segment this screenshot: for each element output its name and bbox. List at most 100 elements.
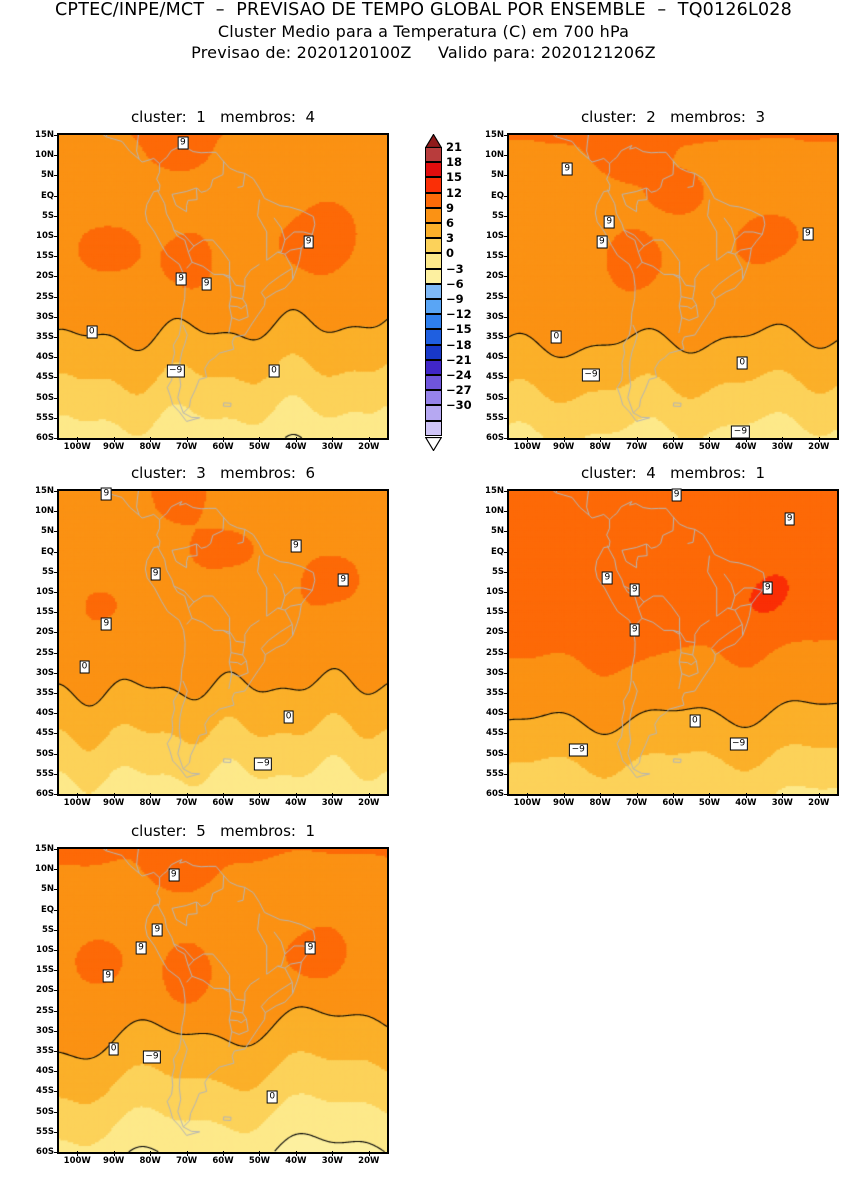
- y-axis-tick: [54, 1071, 59, 1073]
- y-axis-tick: [54, 794, 59, 795]
- y-axis-label: 55S: [486, 768, 504, 779]
- y-axis-label: 5S: [491, 566, 504, 577]
- y-axis-label: 10S: [486, 231, 504, 241]
- x-axis-tick: [295, 437, 297, 442]
- y-axis-label: 25S: [486, 647, 504, 658]
- y-axis-tick: [54, 1111, 59, 1113]
- y-axis-tick: [54, 970, 59, 972]
- x-axis-label: 60W: [212, 1156, 234, 1166]
- x-axis-tick: [223, 437, 224, 442]
- y-axis-tick: [504, 652, 509, 654]
- x-axis-tick: [368, 793, 370, 798]
- colorbar-tick-label: −30: [446, 398, 472, 413]
- y-axis-tick: [54, 397, 59, 399]
- y-axis-tick: [54, 316, 59, 318]
- y-axis-label: 35S: [486, 332, 504, 342]
- y-axis-tick: [54, 733, 59, 735]
- colorbar-tick-label: 12: [446, 185, 463, 200]
- y-axis-label: 60S: [36, 789, 54, 799]
- x-axis-label: 30W: [771, 442, 793, 452]
- contour-label: −9: [142, 1050, 162, 1064]
- y-axis-tick: [504, 571, 509, 573]
- y-axis-tick: [504, 195, 509, 197]
- colorbar-tick-label: 15: [446, 170, 463, 185]
- y-axis-tick: [504, 773, 509, 775]
- y-axis-label: 30S: [36, 667, 54, 678]
- colorbar-tick-label: −27: [446, 383, 472, 398]
- map-plot-cluster-2: [507, 133, 839, 440]
- y-axis-label: 45S: [486, 372, 504, 383]
- y-axis-tick: [504, 296, 509, 298]
- x-axis-label: 60W: [212, 798, 234, 808]
- colorbar-swatch: [425, 344, 442, 360]
- x-axis-tick: [332, 437, 334, 442]
- temperature-field-canvas: [509, 135, 837, 438]
- x-axis-tick: [186, 1151, 188, 1156]
- x-axis-tick: [745, 793, 747, 798]
- y-axis-label: 20S: [486, 627, 504, 638]
- y-axis-label: 10S: [36, 587, 54, 597]
- header-line-2: Cluster Medio para a Temperatura (C) em …: [217, 22, 630, 41]
- map-plot-cluster-5: [57, 847, 389, 1154]
- x-axis-tick: [113, 793, 115, 798]
- y-axis-tick: [54, 215, 59, 217]
- x-axis-label: 80W: [139, 798, 161, 808]
- temperature-field-canvas: [59, 491, 387, 794]
- y-axis-label: 30S: [486, 311, 504, 322]
- contour-label: 0: [108, 1042, 120, 1056]
- y-axis-label: 55S: [486, 412, 504, 423]
- x-axis-tick: [600, 437, 602, 442]
- y-axis-tick: [504, 256, 509, 258]
- y-axis-tick: [54, 377, 59, 379]
- contour-label: 9: [201, 277, 212, 291]
- x-axis-tick: [332, 793, 334, 798]
- header-line-3: Previsao de: 2020120100Z Valido para: 20…: [191, 43, 656, 62]
- contour-label: 9: [596, 235, 608, 249]
- y-axis-tick: [54, 491, 59, 492]
- y-axis-tick: [504, 713, 509, 715]
- y-axis-label: 5S: [491, 210, 504, 221]
- x-axis-tick: [636, 437, 638, 442]
- y-axis-label: 35S: [36, 688, 54, 698]
- y-axis-label: 55S: [36, 1126, 54, 1137]
- y-axis-tick: [54, 276, 59, 278]
- y-axis-tick: [54, 592, 59, 593]
- y-axis-tick: [504, 175, 509, 177]
- y-axis-label: 15N: [485, 130, 504, 140]
- y-axis-tick: [54, 773, 59, 775]
- y-axis-tick: [504, 316, 509, 318]
- x-axis-label: 50W: [248, 798, 271, 808]
- y-axis-label: 45S: [36, 728, 54, 739]
- x-axis-label: 70W: [625, 442, 648, 452]
- x-axis-label: 100W: [513, 798, 541, 808]
- y-axis-label: 15S: [486, 251, 504, 262]
- contour-label: 9: [135, 941, 147, 955]
- contour-label: 9: [337, 573, 349, 587]
- y-axis-label: 20S: [36, 271, 54, 282]
- y-axis-tick: [54, 175, 59, 177]
- x-axis-label: 20W: [808, 442, 830, 452]
- x-axis-label: 50W: [698, 798, 721, 808]
- x-axis-label: 50W: [248, 1156, 271, 1166]
- contour-label: 9: [603, 215, 615, 229]
- y-axis-label: 35S: [36, 1046, 54, 1056]
- y-axis-tick: [504, 417, 509, 419]
- colorbar-tick-label: −3: [446, 261, 464, 276]
- contour-label: 9: [561, 162, 573, 176]
- x-axis-label: 70W: [175, 442, 198, 452]
- y-axis-tick: [504, 337, 509, 338]
- colorbar-tick-label: 3: [446, 231, 455, 246]
- x-axis-label: 30W: [771, 798, 793, 808]
- panel-title-cluster-4: cluster: 4 membros: 1: [580, 464, 766, 482]
- x-axis-tick: [77, 437, 79, 442]
- colorbar-tick-label: 18: [446, 155, 463, 170]
- y-axis-tick: [54, 849, 59, 850]
- y-axis-label: 45S: [486, 728, 504, 739]
- contour-label: 9: [101, 487, 112, 501]
- x-axis-label: 90W: [103, 1156, 125, 1166]
- y-axis-label: 15N: [35, 130, 54, 140]
- y-axis-tick: [54, 511, 59, 513]
- x-axis-label: 40W: [285, 798, 307, 808]
- x-axis-label: 30W: [321, 442, 343, 452]
- x-axis-tick: [332, 1151, 334, 1156]
